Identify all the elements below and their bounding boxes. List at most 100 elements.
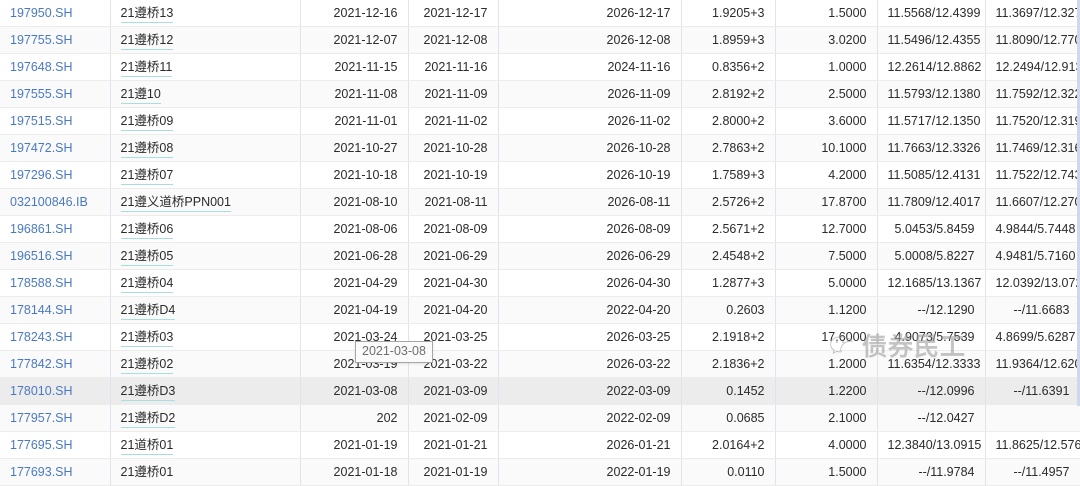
table-row[interactable]: 197296.SH 21遵桥07 2021-10-18 2021-10-19 2026-… xyxy=(0,161,1080,189)
cell-listing-date: 2021-11-09 xyxy=(408,80,499,108)
cell-maturity-date: 2022-02-09 xyxy=(498,404,682,432)
cell-bond-short-name[interactable]: 21遵桥08 xyxy=(110,134,301,162)
bond-name-link[interactable]: 21遵10 xyxy=(120,87,161,104)
bond-name-link[interactable]: 21遵桥13 xyxy=(120,6,174,23)
cell-bond-short-name[interactable]: 21遵义道桥PPN001 xyxy=(110,188,301,216)
cell-bond-code[interactable]: 197472.SH xyxy=(0,134,111,162)
cell-issue-amount: 2.5000 xyxy=(775,80,878,108)
cell-issue-date: 2021-10-27 xyxy=(300,134,409,162)
table-row[interactable]: 177842.SH 21遵桥02 2021-03-19 2021-03-22 2026-… xyxy=(0,350,1080,378)
cell-issue-date: 2021-11-08 xyxy=(300,80,409,108)
cell-issue-date: 2021-03-08 xyxy=(300,377,409,405)
cell-bond-code[interactable]: 032100846.IB xyxy=(0,188,111,216)
cell-bond-short-name[interactable]: 21遵桥01 xyxy=(110,458,301,486)
cell-bond-code[interactable]: 178243.SH xyxy=(0,323,111,351)
cell-maturity-date: 2026-03-22 xyxy=(498,350,682,378)
cell-bond-short-name[interactable]: 21遵桥03 xyxy=(110,323,301,351)
cell-bond-code[interactable]: 197755.SH xyxy=(0,26,111,54)
bond-name-link[interactable]: 21遵桥09 xyxy=(120,114,174,131)
cell-bond-code[interactable]: 178010.SH xyxy=(0,377,111,405)
bond-name-link[interactable]: 21遵桥D4 xyxy=(120,303,176,320)
cell-maturity-date: 2022-04-20 xyxy=(498,296,682,324)
tooltip-text: 2021-03-08 xyxy=(362,344,426,358)
table-row[interactable]: 178243.SH 21遵桥03 2021-03-24 2021-03-25 2026-… xyxy=(0,323,1080,351)
table-row[interactable]: 178588.SH 21遵桥04 2021-04-29 2021-04-30 2026-… xyxy=(0,269,1080,297)
cell-issue-amount: 1.5000 xyxy=(775,0,878,27)
cell-bond-short-name[interactable]: 21遵桥12 xyxy=(110,26,301,54)
cell-bond-short-name[interactable]: 21遵桥06 xyxy=(110,215,301,243)
cell-bond-short-name[interactable]: 21遵桥07 xyxy=(110,161,301,189)
table-row[interactable]: 197515.SH 21遵桥09 2021-11-01 2021-11-02 2026-… xyxy=(0,107,1080,135)
cell-yield-valuation-2: 4.9844/5.7448 xyxy=(985,215,1080,243)
bond-name-link[interactable]: 21遵桥07 xyxy=(120,168,174,185)
cell-bond-short-name[interactable]: 21遵10 xyxy=(110,80,301,108)
cell-bond-code[interactable]: 197515.SH xyxy=(0,107,111,135)
cell-yield-valuation-1: 12.2614/12.8862 xyxy=(877,53,986,81)
cell-bond-code[interactable]: 197950.SH xyxy=(0,0,111,27)
bond-name-link[interactable]: 21遵义道桥PPN001 xyxy=(120,195,231,212)
cell-maturity-date: 2026-12-17 xyxy=(498,0,682,27)
cell-bond-code[interactable]: 177842.SH xyxy=(0,350,111,378)
table-row[interactable]: 177695.SH 21道桥01 2021-01-19 2021-01-21 2026-… xyxy=(0,431,1080,459)
cell-bond-short-name[interactable]: 21遵桥D3 xyxy=(110,377,301,405)
cell-bond-code[interactable]: 197648.SH xyxy=(0,53,111,81)
cell-yield-valuation-2: 11.7469/12.3163 xyxy=(985,134,1080,162)
cell-bond-short-name[interactable]: 21遵桥D2 xyxy=(110,404,301,432)
bond-name-link[interactable]: 21道桥01 xyxy=(120,438,174,455)
bond-name-link[interactable]: 21遵桥06 xyxy=(120,222,174,239)
bond-name-link[interactable]: 21遵桥05 xyxy=(120,249,174,266)
cell-bond-short-name[interactable]: 21道桥01 xyxy=(110,431,301,459)
table-row[interactable]: 178144.SH 21遵桥D4 2021-04-19 2021-04-20 2022-… xyxy=(0,296,1080,324)
table-row[interactable]: 197555.SH 21遵10 2021-11-08 2021-11-09 2026-1… xyxy=(0,80,1080,108)
table-row[interactable]: 177957.SH 21遵桥D2 202 2021-02-09 2022-02-09 0.… xyxy=(0,404,1080,432)
cell-bond-short-name[interactable]: 21遵桥09 xyxy=(110,107,301,135)
cell-listing-date: 2021-10-28 xyxy=(408,134,499,162)
cell-bond-short-name[interactable]: 21遵桥13 xyxy=(110,0,301,27)
table-row[interactable]: 197755.SH 21遵桥12 2021-12-07 2021-12-08 2026-… xyxy=(0,26,1080,54)
cell-bond-code[interactable]: 197296.SH xyxy=(0,161,111,189)
bond-name-link[interactable]: 21遵桥D2 xyxy=(120,411,176,428)
table-row[interactable]: 196516.SH 21遵桥05 2021-06-28 2021-06-29 2026-… xyxy=(0,242,1080,270)
cell-bond-code[interactable]: 196516.SH xyxy=(0,242,111,270)
cell-bond-code[interactable]: 196861.SH xyxy=(0,215,111,243)
cell-bond-code[interactable]: 178144.SH xyxy=(0,296,111,324)
bond-name-link[interactable]: 21遵桥11 xyxy=(120,60,173,77)
table-row[interactable]: 196861.SH 21遵桥06 2021-08-06 2021-08-09 2026-… xyxy=(0,215,1080,243)
cell-bond-code[interactable]: 177693.SH xyxy=(0,458,111,486)
cell-bond-short-name[interactable]: 21遵桥02 xyxy=(110,350,301,378)
cell-yield-valuation-2 xyxy=(985,404,1080,432)
bond-name-link[interactable]: 21遵桥02 xyxy=(120,357,174,374)
table-row[interactable]: 197472.SH 21遵桥08 2021-10-27 2021-10-28 2026-… xyxy=(0,134,1080,162)
cell-bond-short-name[interactable]: 21遵桥05 xyxy=(110,242,301,270)
cell-bond-short-name[interactable]: 21遵桥11 xyxy=(110,53,301,81)
bond-name-link[interactable]: 21遵桥04 xyxy=(120,276,174,293)
bond-name-link[interactable]: 21遵桥12 xyxy=(120,33,174,50)
cell-bond-short-name[interactable]: 21遵桥04 xyxy=(110,269,301,297)
cell-issue-date: 2021-04-29 xyxy=(300,269,409,297)
cell-bond-code[interactable]: 178588.SH xyxy=(0,269,111,297)
cell-issue-amount: 5.0000 xyxy=(775,269,878,297)
bond-name-link[interactable]: 21遵桥03 xyxy=(120,330,174,347)
cell-bond-code[interactable]: 177957.SH xyxy=(0,404,111,432)
cell-bond-code[interactable]: 177695.SH xyxy=(0,431,111,459)
cell-maturity-date: 2026-01-21 xyxy=(498,431,682,459)
table-row[interactable]: 177693.SH 21遵桥01 2021-01-18 2021-01-19 2022-… xyxy=(0,458,1080,486)
cell-listing-date: 2021-10-19 xyxy=(408,161,499,189)
table-row[interactable]: 197950.SH 21遵桥13 2021-12-16 2021-12-17 2026-… xyxy=(0,0,1080,27)
table-row[interactable]: 032100846.IB 21遵义道桥PPN001 2021-08-10 2021-0… xyxy=(0,188,1080,216)
cell-yield-valuation-2: --/11.6391 xyxy=(985,377,1080,405)
cell-yield-valuation-2: 12.0392/13.0729 xyxy=(985,269,1080,297)
vertical-scrollbar-track[interactable] xyxy=(1077,0,1080,406)
cell-maturity-date: 2026-06-29 xyxy=(498,242,682,270)
table-row[interactable]: 178010.SH 21遵桥D3 2021-03-08 2021-03-09 2022-… xyxy=(0,377,1080,405)
cell-issue-date: 2021-12-07 xyxy=(300,26,409,54)
cell-yield-valuation-1: --/12.1290 xyxy=(877,296,986,324)
table-row[interactable]: 197648.SH 21遵桥11 2021-11-15 2021-11-16 2024-… xyxy=(0,53,1080,81)
bond-name-link[interactable]: 21遵桥D3 xyxy=(120,384,176,401)
bond-name-link[interactable]: 21遵桥08 xyxy=(120,141,174,158)
cell-bond-code[interactable]: 197555.SH xyxy=(0,80,111,108)
cell-maturity-date: 2024-11-16 xyxy=(498,53,682,81)
cell-bond-short-name[interactable]: 21遵桥D4 xyxy=(110,296,301,324)
